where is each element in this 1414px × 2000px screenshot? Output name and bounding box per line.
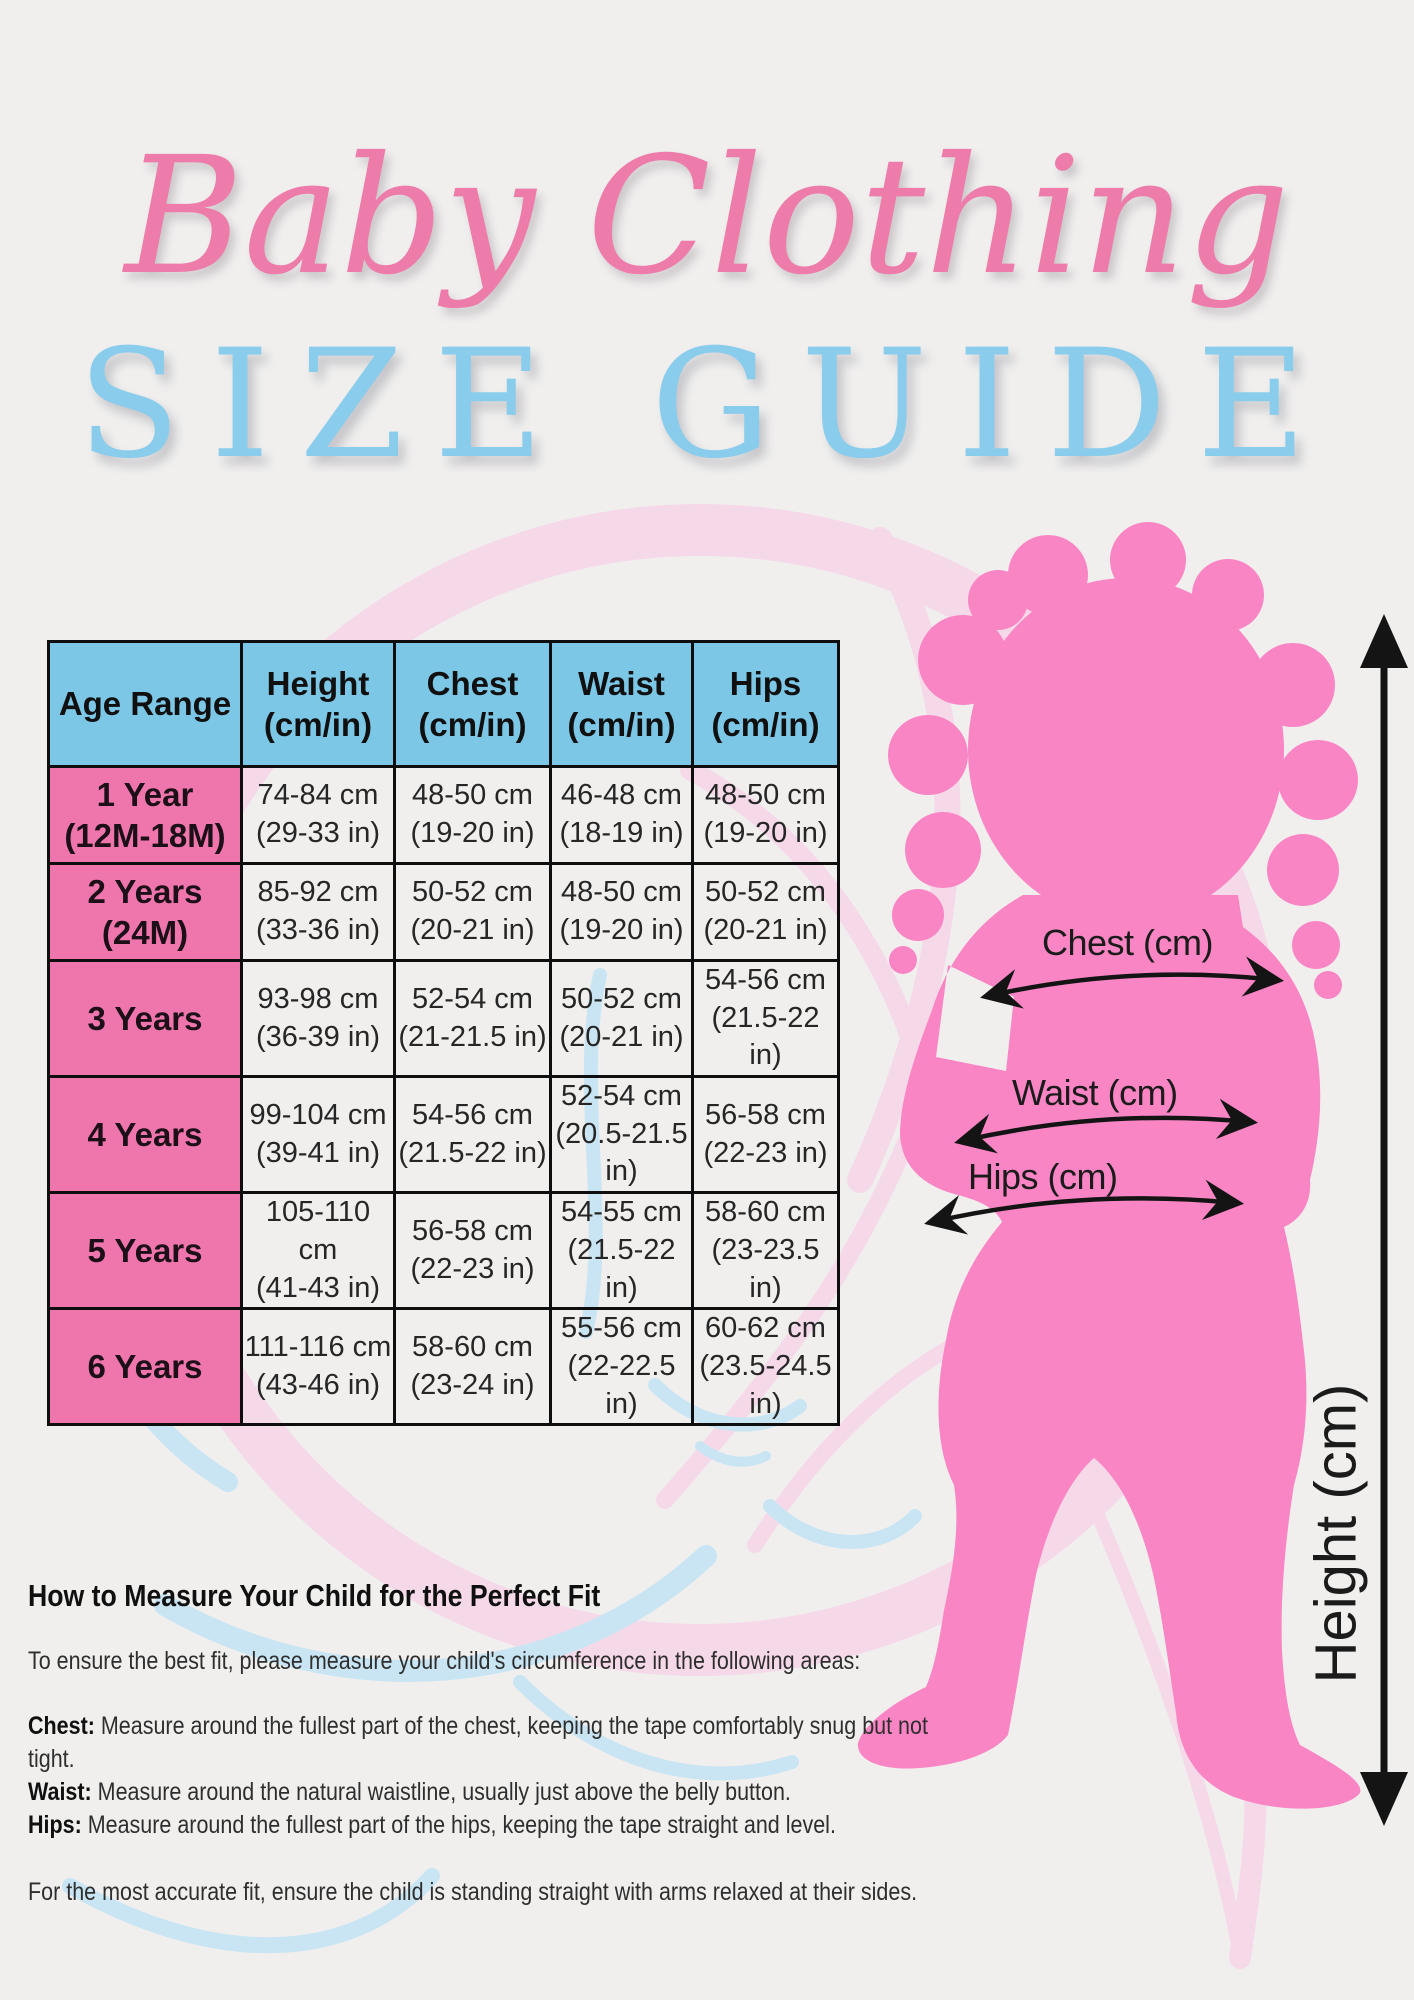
waist-cell: 48-50 cm (19-20 in)	[549, 862, 694, 962]
height-cell: 111-116 cm (43-46 in)	[240, 1307, 396, 1427]
how-to-section: How to Measure Your Child for the Perfec…	[28, 1576, 940, 1909]
height-label: Height (cm)	[1303, 1383, 1369, 1684]
height-cell: 105-110 cm (41-43 in)	[240, 1191, 396, 1311]
age-cell: 1 Year (12M-18M)	[47, 765, 243, 865]
hips-instruction-text: Measure around the fullest part of the h…	[81, 1810, 836, 1839]
table-row: 4 Years 99-104 cm (39-41 in) 54-56 cm (21.…	[47, 1075, 840, 1195]
hips-cell: 58-60 cm (23-23.5 in)	[691, 1191, 840, 1311]
hips-cell: 48-50 cm (19-20 in)	[691, 765, 840, 865]
decor-blue-swoosh-2	[513, 1675, 799, 1781]
table-row: 1 Year (12M-18M) 74-84 cm (29-33 in) 48-50…	[47, 765, 840, 865]
waist-instruction: Waist: Measure around the natural waistl…	[28, 1776, 940, 1809]
how-to-steps: Chest: Measure around the fullest part o…	[28, 1710, 940, 1842]
chest-cell: 48-50 cm (19-20 in)	[393, 765, 552, 865]
chest-instruction: Chest: Measure around the fullest part o…	[28, 1710, 940, 1776]
decor-blue-jaw	[154, 1545, 717, 1682]
table-row: 6 Years 111-116 cm (43-46 in) 58-60 cm (23…	[47, 1307, 840, 1427]
header-hips: Hips (cm/in)	[691, 640, 840, 768]
age-cell: 3 Years	[47, 958, 243, 1079]
size-table: Age Range Height (cm/in) Chest (cm/in) Wai…	[47, 640, 840, 1427]
header-waist: Waist (cm/in)	[549, 640, 694, 768]
chest-cell: 50-52 cm (20-21 in)	[393, 862, 552, 962]
waist-cell: 50-52 cm (20-21 in)	[549, 958, 694, 1079]
title-baby-clothing: Baby Clothing	[124, 123, 1290, 311]
height-cell: 85-92 cm (33-36 in)	[240, 862, 396, 962]
table-row: 5 Years 105-110 cm (41-43 in) 56-58 cm (22…	[47, 1191, 840, 1311]
header-age-range: Age Range	[47, 640, 243, 768]
header-height: Height (cm/in)	[240, 640, 396, 768]
chest-instruction-label: Chest:	[28, 1711, 95, 1740]
age-cell: 6 Years	[47, 1307, 243, 1427]
chest-label: Chest (cm)	[1042, 922, 1214, 963]
how-to-intro: To ensure the best fit, please measure y…	[28, 1646, 861, 1675]
chest-cell: 54-56 cm (21.5-22 in)	[393, 1075, 552, 1195]
chest-instruction-text: Measure around the fullest part of the c…	[28, 1711, 928, 1773]
hips-cell: 50-52 cm (20-21 in)	[691, 862, 840, 962]
height-cell: 74-84 cm (29-33 in)	[240, 765, 396, 865]
chest-cell: 58-60 cm (23-24 in)	[393, 1307, 552, 1427]
hips-instruction: Hips: Measure around the fullest part of…	[28, 1809, 940, 1842]
age-cell: 4 Years	[47, 1075, 243, 1195]
waist-instruction-label: Waist:	[28, 1777, 92, 1806]
age-cell: 2 Years (24M)	[47, 862, 243, 962]
hips-label: Hips (cm)	[968, 1156, 1118, 1197]
table-header-row: Age Range Height (cm/in) Chest (cm/in) Wai…	[47, 640, 840, 768]
height-cell: 93-98 cm (36-39 in)	[240, 958, 396, 1079]
decor-blue-swoosh-1	[62, 1868, 440, 1954]
hips-instruction-label: Hips:	[28, 1810, 82, 1839]
header-chest: Chest (cm/in)	[393, 640, 552, 768]
hips-cell: 60-62 cm (23.5-24.5 in)	[691, 1307, 840, 1427]
table-row: 2 Years (24M) 85-92 cm (33-36 in) 50-52 cm…	[47, 862, 840, 962]
height-cell: 99-104 cm (39-41 in)	[240, 1075, 396, 1195]
table-row: 3 Years 93-98 cm (36-39 in) 52-54 cm (21-2…	[47, 958, 840, 1079]
how-to-footer: For the most accurate fit, ensure the ch…	[28, 1877, 918, 1906]
age-cell: 5 Years	[47, 1191, 243, 1311]
waist-label: Waist (cm)	[1012, 1072, 1178, 1113]
hips-cell: 56-58 cm (22-23 in)	[691, 1075, 840, 1195]
title-size-guide: SIZE GUIDE	[77, 318, 1337, 492]
chest-cell: 52-54 cm (21-21.5 in)	[393, 958, 552, 1079]
waist-cell: 54-55 cm (21.5-22 in)	[549, 1191, 694, 1311]
chest-cell: 56-58 cm (22-23 in)	[393, 1191, 552, 1311]
how-to-heading: How to Measure Your Child for the Perfec…	[28, 1578, 601, 1613]
waist-cell: 52-54 cm (20.5-21.5 in)	[549, 1075, 694, 1195]
decor-blue-mouth	[763, 1499, 922, 1549]
waist-cell: 55-56 cm (22-22.5 in)	[549, 1307, 694, 1427]
waist-cell: 46-48 cm (18-19 in)	[549, 765, 694, 865]
hips-cell: 54-56 cm (21.5-22 in)	[691, 958, 840, 1079]
decor-blue-lash	[695, 1441, 771, 1467]
waist-instruction-text: Measure around the natural waistline, us…	[91, 1777, 791, 1806]
